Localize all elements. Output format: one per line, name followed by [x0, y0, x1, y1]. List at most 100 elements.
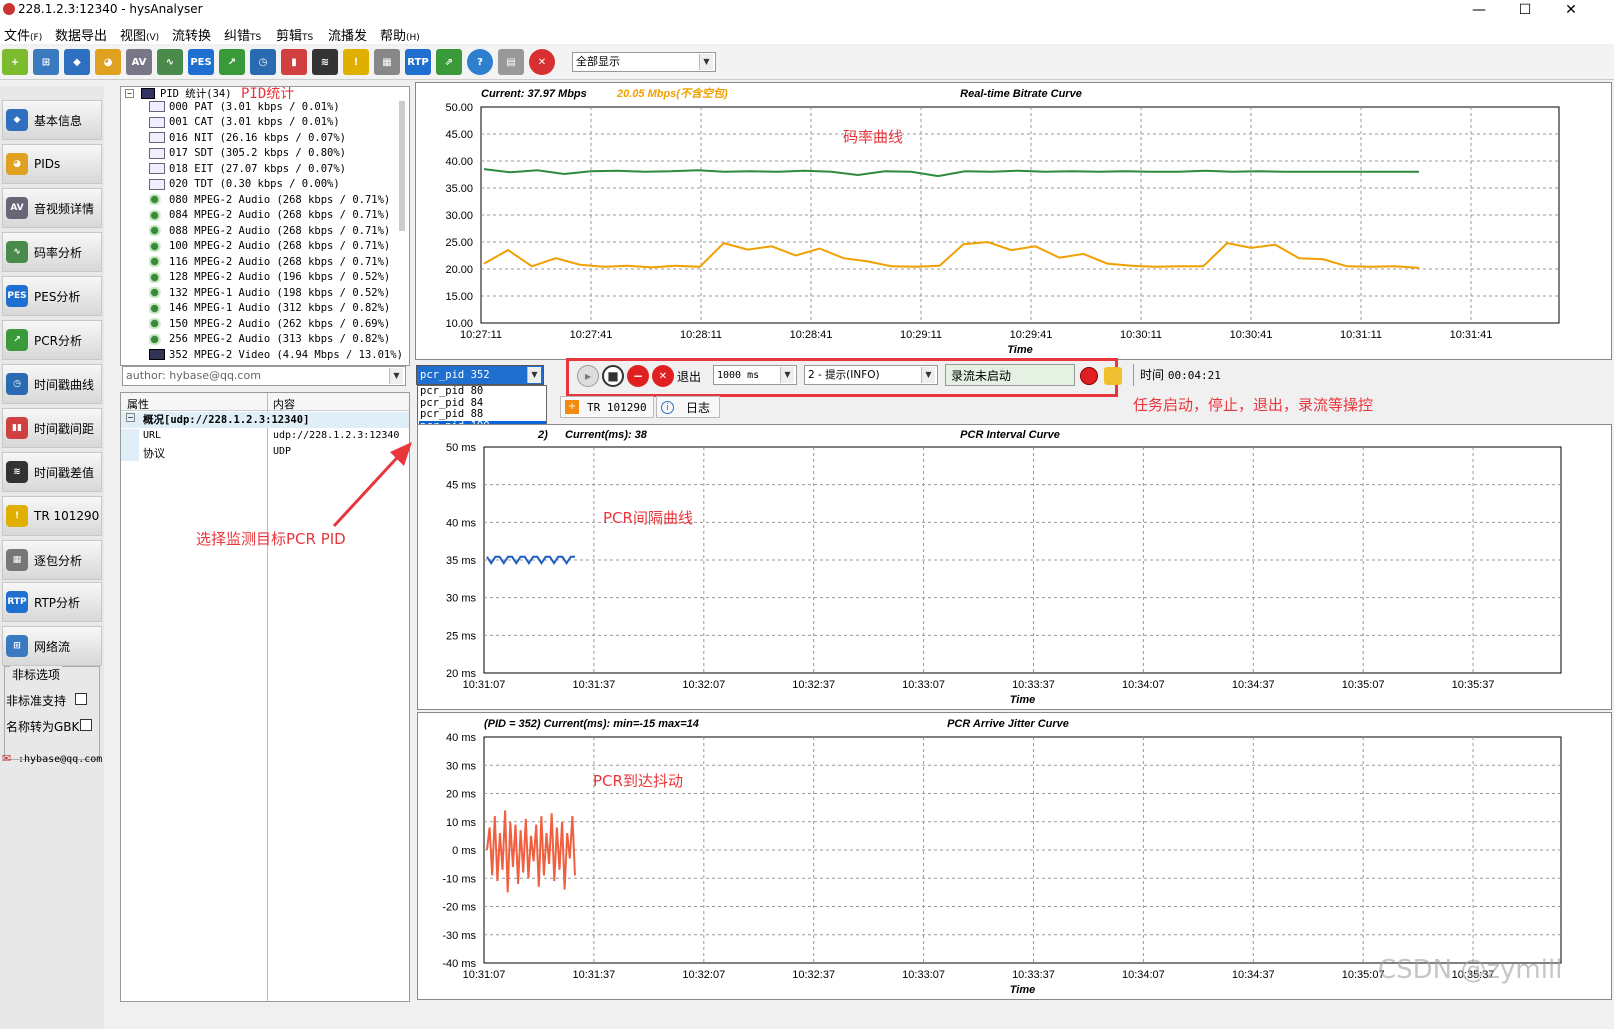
pcr-pid-option[interactable]: pcr_pid 88 — [420, 408, 484, 421]
pid-tree-row[interactable]: 084 MPEG-2 Audio (268 kbps / 0.71%) — [149, 208, 390, 224]
clock-icon[interactable]: ◷ — [250, 49, 276, 75]
tab-log[interactable]: i 日志 — [656, 396, 720, 418]
export-icon[interactable]: ⇗ — [436, 49, 462, 75]
menu-view[interactable]: 视图(V) — [120, 29, 160, 44]
y-tick-label: 45 ms — [446, 480, 476, 492]
author-email: :hybase@qq.com — [18, 754, 103, 765]
pid-tree-row[interactable]: 256 MPEG-2 Audio (313 kbps / 0.82%) — [149, 332, 390, 348]
sidebar-item-label: 基本信息 — [34, 113, 83, 128]
pid-tree-row-label: 088 MPEG-2 Audio (268 kbps / 0.71%) — [169, 224, 391, 237]
exit-button[interactable]: 退出 — [677, 370, 702, 384]
help-icon[interactable]: ? — [467, 49, 493, 75]
menu-broadcast[interactable]: 流播发 — [328, 29, 368, 44]
menu-export[interactable]: 数据导出 — [55, 29, 108, 44]
record-icon[interactable] — [1080, 367, 1098, 385]
menu-fix-ts[interactable]: 纠错TS — [224, 29, 262, 44]
maximize-button[interactable]: ☐ — [1518, 2, 1532, 18]
bitrate-icon[interactable]: ∿ — [157, 49, 183, 75]
author-select[interactable]: author: hybase@qq.com ▼ — [122, 366, 406, 386]
interval-select[interactable]: 1000 ms ▼ — [713, 365, 797, 385]
pid-tree-row[interactable]: 001 CAT (3.01 kbps / 0.01%) — [149, 115, 340, 131]
sidebar-item-4[interactable]: PES PES分析 — [2, 276, 102, 316]
tree-scrollbar[interactable] — [399, 101, 405, 231]
packet-icon[interactable]: ▦ — [374, 49, 400, 75]
sidebar-item-icon: ! — [6, 505, 28, 527]
sidebar-item-2[interactable]: AV 音视频详情 — [2, 188, 102, 228]
x-tick-label: 10:31:11 — [1340, 329, 1382, 341]
speaker-icon — [149, 302, 165, 314]
speaker-icon — [149, 287, 165, 299]
x-tick-label: 10:35:37 — [1452, 969, 1495, 981]
network-icon[interactable]: ⊞ — [33, 49, 59, 75]
sidebar-item-9[interactable]: ! TR 101290 — [2, 496, 102, 536]
stop-icon[interactable]: ■ — [602, 365, 624, 387]
sidebar-item-12[interactable]: ⊞ 网络流 — [2, 626, 102, 666]
menu-clip-ts[interactable]: 剪辑TS — [276, 29, 314, 44]
log-level-select[interactable]: 2 - 提示(INFO) ▼ — [804, 365, 938, 385]
exit-icon[interactable]: ✕ — [652, 365, 674, 387]
pcr-icon[interactable]: ↗ — [219, 49, 245, 75]
pid-tree-root[interactable]: PID 统计(34) — [160, 88, 232, 100]
scope-icon[interactable]: ≋ — [312, 49, 338, 75]
pie-icon[interactable]: ◕ — [95, 49, 121, 75]
minimize-button[interactable]: — — [1472, 2, 1486, 18]
play-icon[interactable]: ▸ — [577, 365, 599, 387]
pes-icon[interactable]: PES — [188, 49, 214, 75]
sidebar-item-1[interactable]: ◕ PIDs — [2, 144, 102, 184]
sidebar-item-label: 码率分析 — [34, 245, 83, 260]
pid-tree-row[interactable]: 146 MPEG-1 Audio (312 kbps / 0.82%) — [149, 301, 390, 317]
display-mode-select[interactable]: 全部显示 ▼ — [572, 52, 716, 72]
sidebar-item-0[interactable]: ◆ 基本信息 — [2, 100, 102, 140]
pid-tree-row[interactable]: 018 EIT (27.07 kbps / 0.07%) — [149, 161, 346, 177]
pid-tree-row[interactable]: 088 MPEG-2 Audio (268 kbps / 0.71%) — [149, 223, 390, 239]
pid-tree-row[interactable]: 000 PAT (3.01 kbps / 0.01%) — [149, 99, 340, 115]
chart-title: Real-time Bitrate Curve — [960, 88, 1082, 100]
option-gbk-checkbox[interactable] — [80, 719, 92, 731]
option-nonstandard-checkbox[interactable] — [75, 693, 87, 705]
sidebar-item-10[interactable]: ▦ 逐包分析 — [2, 540, 102, 580]
pid-tree-row[interactable]: 017 SDT (305.2 kbps / 0.80%) — [149, 146, 346, 162]
sidebar-item-8[interactable]: ≋ 时间戳差值 — [2, 452, 102, 492]
sidebar-item-11[interactable]: RTP RTP分析 — [2, 582, 102, 622]
sidebar-item-label: 时间戳间距 — [34, 421, 95, 436]
tab-tr101290[interactable]: + TR 101290 — [560, 396, 654, 418]
pid-tree-row[interactable]: 080 MPEG-2 Audio (268 kbps / 0.71%) — [149, 192, 390, 208]
tree-collapse-toggle[interactable]: − — [125, 89, 134, 98]
pid-tree-row[interactable]: 352 MPEG-2 Video (4.94 Mbps / 13.01%) — [149, 347, 403, 363]
props-collapse-toggle[interactable]: − — [126, 413, 135, 422]
av-icon[interactable]: AV — [126, 49, 152, 75]
pid-tree-row[interactable]: 116 MPEG-2 Audio (268 kbps / 0.71%) — [149, 254, 390, 270]
pcr-pid-select[interactable]: pcr_pid 352 ▼ — [416, 365, 544, 385]
open-icon[interactable]: + — [2, 49, 28, 75]
bar-chart-icon[interactable]: ▮ — [281, 49, 307, 75]
series-line-0 — [483, 168, 1419, 178]
pid-tree-row[interactable]: 128 MPEG-2 Audio (196 kbps / 0.52%) — [149, 270, 390, 286]
folder-icon[interactable] — [1104, 367, 1122, 385]
close-icon[interactable]: ✕ — [529, 49, 555, 75]
sidebar-item-7[interactable]: ▮▮ 时间戳间距 — [2, 408, 102, 448]
bitrate-chart: 50.00 45.00 40.00 35.00 30.00 25.00 20.00 15.00… — [445, 87, 1560, 356]
rtp-icon[interactable]: RTP — [405, 49, 431, 75]
doc-icon[interactable]: ▤ — [498, 49, 524, 75]
y-tick-label: 30 ms — [446, 760, 476, 772]
menu-convert[interactable]: 流转换 — [172, 29, 212, 44]
pid-tree-row[interactable]: 016 NIT (26.16 kbps / 0.07%) — [149, 130, 346, 146]
pcr-pid-option[interactable]: pcr_pid 80 — [420, 385, 484, 397]
minus-icon[interactable]: − — [627, 365, 649, 387]
pid-tree-row[interactable]: 020 TDT (0.30 kbps / 0.00%) — [149, 177, 340, 193]
pcr-pid-option[interactable]: pcr_pid 84 — [420, 396, 484, 409]
sidebar-item-label: 逐包分析 — [34, 553, 83, 568]
menu-file[interactable]: 文件(F) — [4, 29, 43, 44]
sidebar-item-6[interactable]: ◷ 时间戳曲线 — [2, 364, 102, 404]
sidebar-item-icon: ▮▮ — [6, 417, 28, 439]
pid-tree-row[interactable]: 150 MPEG-2 Audio (262 kbps / 0.69%) — [149, 316, 390, 332]
pid-tree-row[interactable]: 132 MPEG-1 Audio (198 kbps / 0.52%) — [149, 285, 390, 301]
pid-tree-row[interactable]: 100 MPEG-2 Audio (268 kbps / 0.71%) — [149, 239, 390, 255]
sidebar-item-5[interactable]: ↗ PCR分析 — [2, 320, 102, 360]
warning-icon[interactable]: ! — [343, 49, 369, 75]
close-window-button[interactable]: ✕ — [1565, 2, 1577, 18]
menu-help[interactable]: 帮助(H) — [380, 29, 420, 44]
info-icon[interactable]: ◆ — [64, 49, 90, 75]
x-tick-label: 10:30:11 — [1120, 329, 1162, 341]
sidebar-item-3[interactable]: ∿ 码率分析 — [2, 232, 102, 272]
